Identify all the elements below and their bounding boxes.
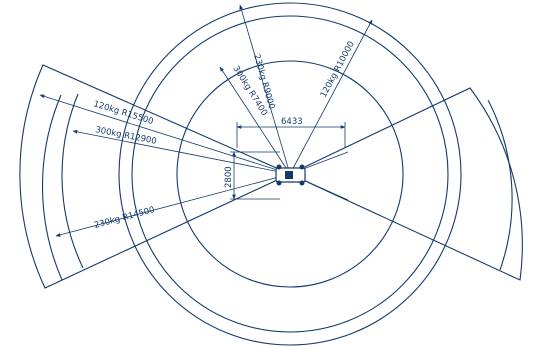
machine-top-view bbox=[275, 164, 306, 186]
dimension-width: 6433 bbox=[236, 117, 346, 148]
ray-line-r9000 bbox=[239, 4, 291, 175]
ray-line-r7400 bbox=[219, 66, 291, 175]
left-fan-outline bbox=[19, 64, 292, 289]
machine-wheel-rr bbox=[299, 180, 305, 186]
left-fan-arc-2 bbox=[42, 94, 63, 281]
ray-label-120kg-r15500: 120kg R15500 bbox=[92, 99, 154, 127]
ray-label-120kg-r10000: 120kg R10000 bbox=[319, 40, 357, 100]
ray-line-r15500 bbox=[39, 94, 291, 175]
ray-line-r12900 bbox=[72, 129, 291, 175]
machine-wheel-fr bbox=[299, 164, 305, 170]
outer-range-circle bbox=[118, 2, 462, 346]
dimension-width-label: 6433 bbox=[281, 117, 303, 127]
right-fan-sector bbox=[288, 87, 523, 281]
left-fan-arc-3 bbox=[61, 93, 84, 269]
ray-line-r14500 bbox=[55, 173, 291, 237]
left-fan-sector bbox=[19, 64, 292, 289]
ray-line-r10000 bbox=[289, 19, 373, 175]
inner-range-circle bbox=[176, 60, 404, 288]
range-circles bbox=[118, 2, 462, 346]
dimension-height: 2800 bbox=[224, 151, 280, 200]
ray-labels: 120kg R15500 300kg R12900 230kg R14500 3… bbox=[92, 40, 357, 231]
right-fan-outline bbox=[288, 87, 523, 281]
machine-wheel-rl bbox=[276, 180, 282, 186]
dimension-height-label: 2800 bbox=[224, 166, 234, 188]
ray-label-230kg-r14500: 230kg R14500 bbox=[93, 205, 156, 231]
middle-range-circle bbox=[131, 15, 449, 333]
machine-wheel-fl bbox=[276, 164, 282, 170]
ray-label-300kg-r12900: 300kg R12900 bbox=[94, 125, 157, 147]
machine-cab bbox=[285, 171, 293, 179]
right-fan-arc-2 bbox=[487, 99, 513, 271]
radius-lines bbox=[39, 4, 373, 237]
